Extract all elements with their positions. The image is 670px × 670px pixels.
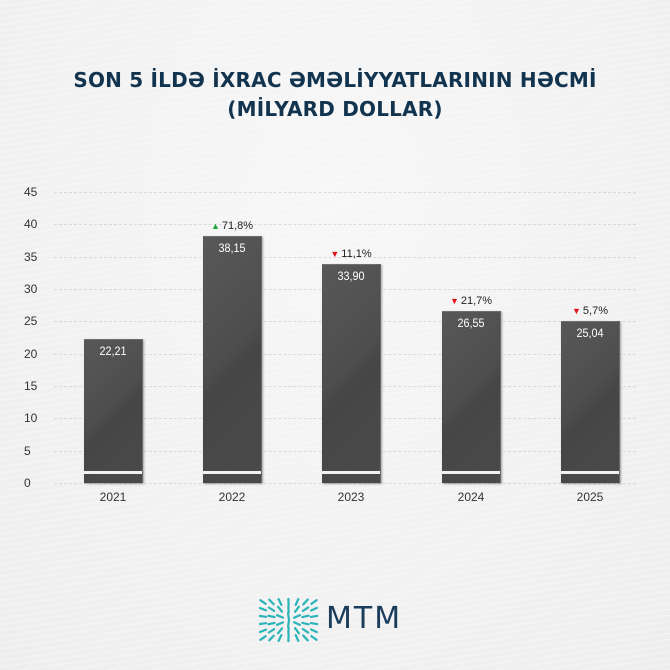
y-axis-tick-label: 10 bbox=[24, 411, 38, 426]
change-percent: 71,8% bbox=[221, 220, 254, 233]
chart-title-line2: (MİLYARD DOLLAR) bbox=[227, 97, 443, 121]
gridline bbox=[54, 256, 636, 258]
arrow-up-icon: ▲ bbox=[210, 221, 220, 232]
change-indicator: ▲ 71,8% bbox=[192, 220, 272, 232]
y-axis-tick-label: 0 bbox=[24, 476, 31, 490]
gridline bbox=[54, 483, 636, 484]
bar-2021: 22,21 bbox=[84, 339, 143, 483]
x-axis-tick-label: 2022 bbox=[218, 490, 246, 504]
change-percent: 11,1% bbox=[341, 247, 372, 260]
gridline bbox=[54, 224, 636, 226]
mtm-logo-icon bbox=[259, 598, 319, 642]
change-percent: 5,7% bbox=[582, 305, 608, 318]
arrow-down-icon: ▼ bbox=[572, 306, 581, 317]
bar-value-label: 26,55 bbox=[457, 316, 485, 331]
bar-value-label: 22,21 bbox=[99, 344, 127, 359]
x-axis-tick-label: 2024 bbox=[457, 490, 485, 504]
bar-2025: 25,04 bbox=[561, 321, 620, 483]
x-axis-tick-label: 2023 bbox=[337, 490, 365, 504]
y-axis-tick-label: 35 bbox=[24, 249, 38, 264]
bar-value-label: 38,15 bbox=[218, 241, 246, 256]
y-axis-tick-label: 5 bbox=[24, 443, 31, 458]
arrow-down-icon: ▼ bbox=[449, 296, 459, 307]
y-axis-tick-label: 45 bbox=[24, 185, 38, 199]
x-axis-tick-label: 2021 bbox=[99, 490, 127, 504]
arrow-down-icon: ▼ bbox=[330, 248, 340, 259]
bar-base-separator bbox=[322, 470, 380, 474]
y-axis-tick-label: 40 bbox=[24, 217, 38, 232]
bar-2024: 26,55 bbox=[442, 311, 501, 483]
chart-title: SON 5 İLDƏ İXRAC ƏMƏLİYYATLARININ HƏCMİ … bbox=[0, 66, 670, 124]
mtm-logo-text: MTM bbox=[326, 601, 403, 636]
y-axis-tick-label: 15 bbox=[24, 379, 38, 393]
bar-base-separator bbox=[442, 470, 500, 474]
change-indicator: ▼ 21,7% bbox=[431, 295, 511, 307]
bar-base-separator bbox=[561, 470, 619, 474]
bar-value-label: 25,04 bbox=[576, 326, 604, 341]
y-axis-tick-label: 30 bbox=[24, 282, 38, 296]
change-indicator: ▼ 5,7% bbox=[550, 305, 630, 317]
change-indicator: ▼ 11,1% bbox=[311, 248, 391, 260]
bar-value-label: 33,90 bbox=[337, 268, 365, 283]
x-axis-tick-label: 2025 bbox=[576, 490, 604, 504]
y-axis-tick-label: 20 bbox=[24, 346, 38, 361]
chart-title-line1: SON 5 İLDƏ İXRAC ƏMƏLİYYATLARININ HƏCMİ bbox=[73, 68, 597, 92]
change-percent: 21,7% bbox=[460, 295, 493, 308]
bar-base-separator bbox=[84, 470, 142, 474]
gridline bbox=[54, 192, 636, 193]
y-axis-tick-label: 25 bbox=[24, 314, 38, 329]
bar-2022: 38,15 bbox=[203, 236, 262, 483]
bar-base-separator bbox=[203, 470, 261, 474]
bar-2023: 33,90 bbox=[322, 263, 381, 483]
